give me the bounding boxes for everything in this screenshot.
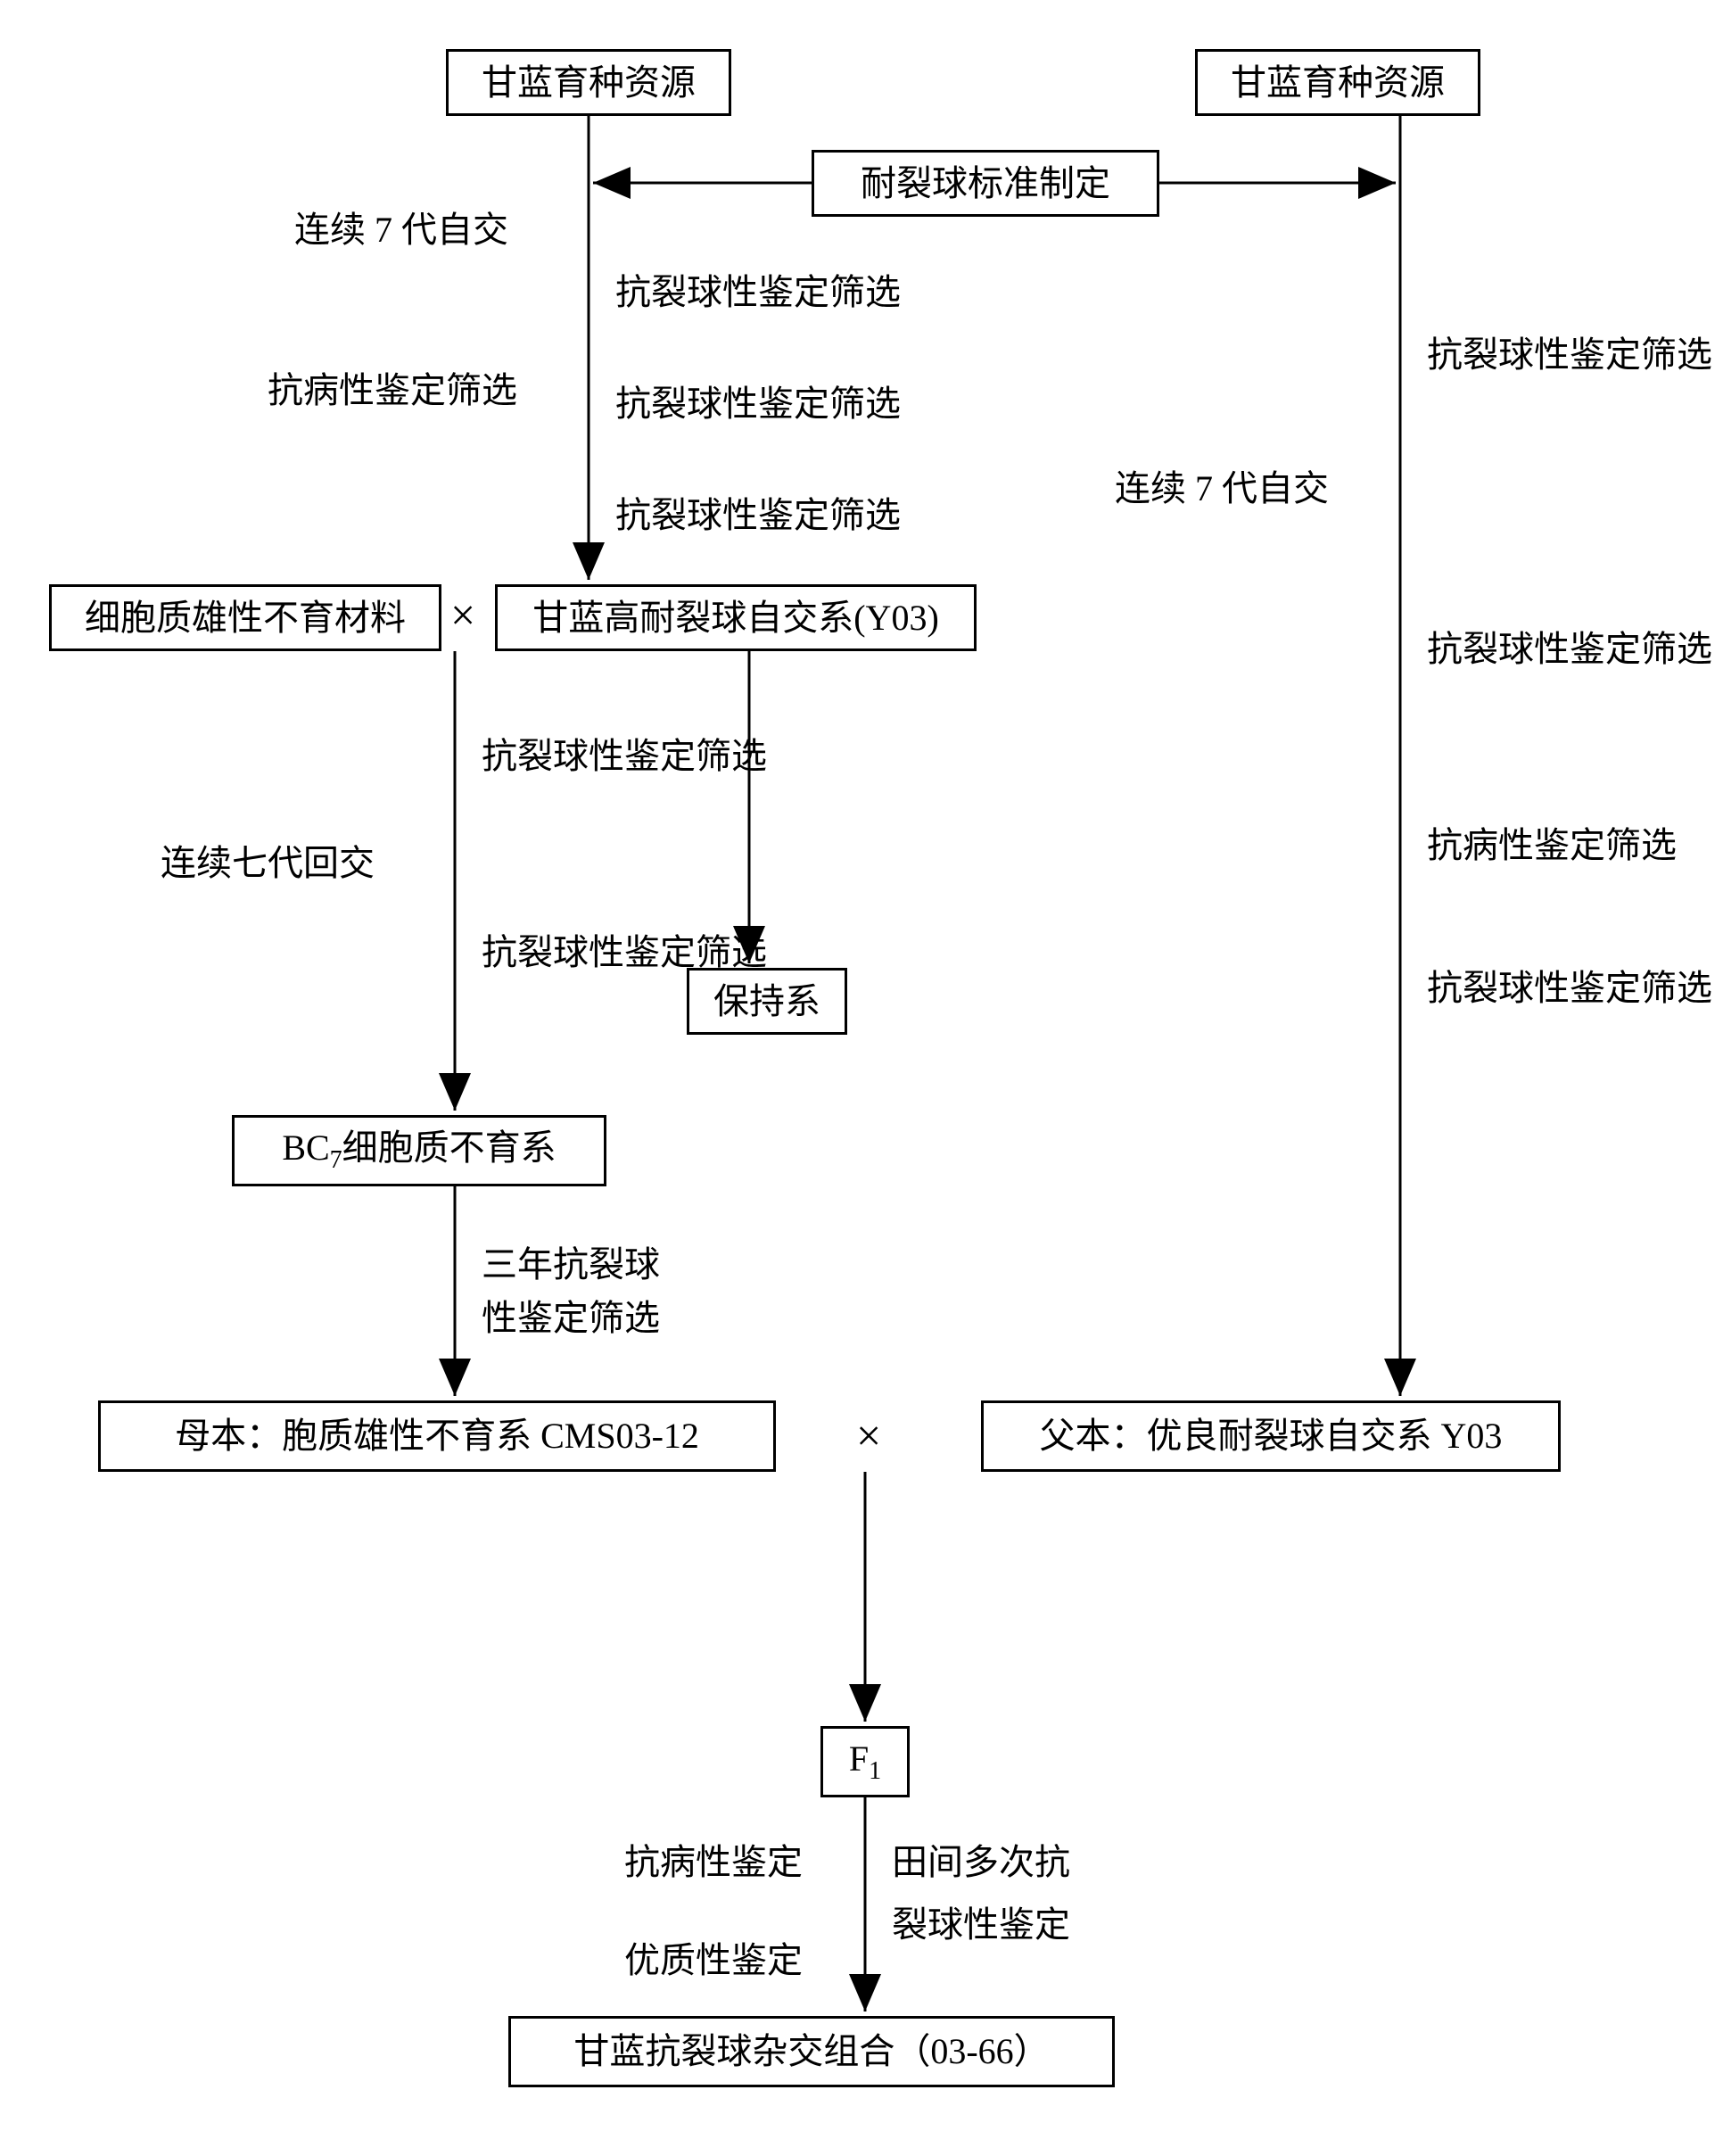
box-father-text: 父本：优良耐裂球自交系 Y03 <box>1040 1413 1503 1459</box>
label-crack-b1: 抗裂球性鉴定筛选 <box>482 731 767 781</box>
label-self7-right: 连续 7 代自交 <box>1115 464 1329 514</box>
label-crack-r1: 抗裂球性鉴定筛选 <box>1427 330 1712 380</box>
box-top-left-text: 甘蓝育种资源 <box>482 60 696 106</box>
box-top-right: 甘蓝育种资源 <box>1195 49 1480 116</box>
box-mother-text: 母本：胞质雄性不育系 CMS03-12 <box>175 1413 699 1459</box>
label-crack-r3: 抗裂球性鉴定筛选 <box>1427 963 1712 1013</box>
label-self7-left: 连续 7 代自交 <box>294 205 508 255</box>
label-quality-id: 优质性鉴定 <box>624 1936 803 1986</box>
box-top-left: 甘蓝育种资源 <box>446 49 731 116</box>
label-3yr-1: 三年抗裂球 <box>482 1240 660 1290</box>
cross-1: × <box>450 589 475 640</box>
box-maintainer-text: 保持系 <box>713 979 820 1025</box>
label-3yr-2: 性鉴定筛选 <box>482 1293 660 1343</box>
box-cms-text: 细胞质雄性不育材料 <box>85 595 406 641</box>
box-father: 父本：优良耐裂球自交系 Y03 <box>981 1400 1561 1472</box>
box-mother: 母本：胞质雄性不育系 CMS03-12 <box>98 1400 776 1472</box>
box-standard-text: 耐裂球标准制定 <box>861 161 1110 207</box>
label-crack-r2: 抗裂球性鉴定筛选 <box>1427 624 1712 674</box>
label-backcross7: 连续七代回交 <box>161 838 375 888</box>
label-disease-id: 抗病性鉴定 <box>624 1838 803 1888</box>
box-final: 甘蓝抗裂球杂交组合（03-66） <box>508 2016 1115 2087</box>
box-y03-text: 甘蓝高耐裂球自交系(Y03) <box>532 595 939 641</box>
box-inbred-y03: 甘蓝高耐裂球自交系(Y03) <box>495 584 977 651</box>
label-field-2: 裂球性鉴定 <box>892 1900 1070 1950</box>
box-final-text: 甘蓝抗裂球杂交组合（03-66） <box>573 2028 1049 2075</box>
box-bc7-text: BC7细胞质不育系 <box>282 1125 556 1177</box>
label-field-1: 田间多次抗 <box>892 1838 1070 1888</box>
box-f1-text: F1 <box>849 1736 881 1788</box>
label-crack2: 抗裂球性鉴定筛选 <box>615 379 901 429</box>
box-cms-material: 细胞质雄性不育材料 <box>49 584 441 651</box>
box-top-right-text: 甘蓝育种资源 <box>1231 60 1445 106</box>
box-standard: 耐裂球标准制定 <box>812 150 1159 217</box>
label-crack3: 抗裂球性鉴定筛选 <box>615 491 901 541</box>
label-crack1: 抗裂球性鉴定筛选 <box>615 268 901 318</box>
label-disease-screen: 抗病性鉴定筛选 <box>268 366 517 416</box>
box-maintainer: 保持系 <box>687 968 847 1035</box>
flow-arrows <box>0 0 1723 2156</box>
label-disease-r: 抗病性鉴定筛选 <box>1427 821 1677 871</box>
box-f1: F1 <box>820 1726 910 1797</box>
cross-2: × <box>856 1409 881 1461</box>
box-bc7: BC7细胞质不育系 <box>232 1115 606 1186</box>
